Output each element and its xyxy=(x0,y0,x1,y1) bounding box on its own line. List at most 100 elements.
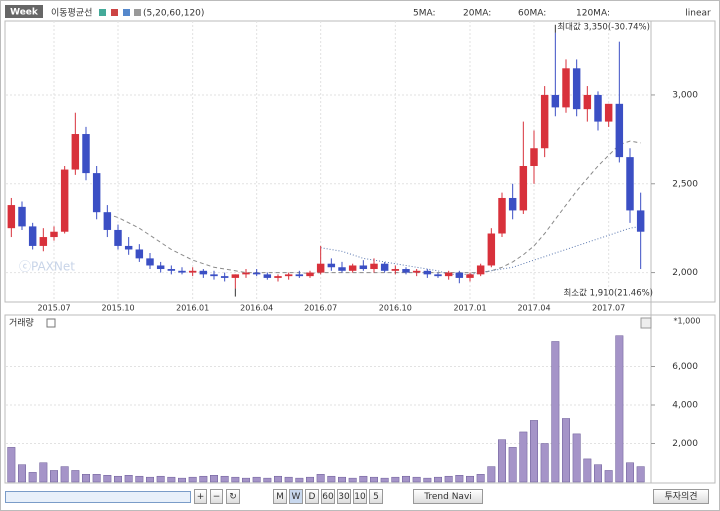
volume-bar xyxy=(551,341,560,483)
candle-body xyxy=(402,269,410,273)
candle-body xyxy=(615,103,624,158)
watermark: ⓒPAXNet xyxy=(19,260,75,274)
volume-bar xyxy=(594,464,602,483)
volume-bar xyxy=(519,431,528,483)
x-tick-label: 2015.07 xyxy=(37,304,70,313)
candle-body xyxy=(327,263,336,268)
y-tick-label: 2,000 xyxy=(672,439,698,449)
volume-bar xyxy=(92,474,101,483)
scale-label[interactable]: linear xyxy=(685,9,711,19)
candle-body xyxy=(540,94,549,149)
volume-bar xyxy=(263,477,272,483)
candle-body xyxy=(412,270,421,273)
candle-body xyxy=(263,274,272,278)
candle-body xyxy=(284,274,293,277)
volume-bar xyxy=(604,470,613,483)
candle-body xyxy=(562,68,570,108)
candle-body xyxy=(583,94,592,110)
close-button[interactable] xyxy=(640,317,652,329)
volume-bar xyxy=(498,439,506,483)
period-tab[interactable]: 30 xyxy=(337,489,351,504)
volume-bar xyxy=(434,476,442,483)
x-tick-label: 2017.01 xyxy=(453,304,486,313)
candle-body xyxy=(156,265,165,270)
volume-bar xyxy=(380,477,389,483)
volume-bar xyxy=(199,475,208,483)
volume-bar xyxy=(18,464,26,483)
y-tick-label: 4,000 xyxy=(672,401,698,411)
moving-average xyxy=(107,140,641,275)
volume-bar xyxy=(242,477,250,483)
volume-unit: *1,000 xyxy=(674,317,701,326)
period-tab[interactable]: 5 xyxy=(369,489,383,504)
period-badge[interactable] xyxy=(5,5,43,18)
zoom-out[interactable]: − xyxy=(210,489,223,504)
volume-bar xyxy=(114,475,122,483)
candle-body xyxy=(50,231,58,238)
candle-body xyxy=(39,237,48,246)
volume-bar xyxy=(466,475,474,483)
volume-frame xyxy=(4,314,716,484)
candle-body xyxy=(124,245,133,250)
volume-bar xyxy=(220,475,229,483)
volume-bar xyxy=(338,476,346,483)
volume-bar xyxy=(39,462,48,483)
volume-bar xyxy=(487,466,496,483)
candle-body xyxy=(498,197,506,234)
volume-bar xyxy=(60,466,69,483)
candle-body xyxy=(626,157,634,211)
volume-bar xyxy=(370,476,378,483)
volume-bar xyxy=(82,474,90,483)
volume-bar xyxy=(583,458,592,483)
volume-bar xyxy=(146,476,154,483)
period-tab[interactable]: D xyxy=(305,489,319,504)
volume-bar xyxy=(135,475,144,483)
candle-body xyxy=(220,276,229,278)
candle-body xyxy=(572,68,581,110)
candle-body xyxy=(103,212,112,230)
volume-bar xyxy=(327,475,336,483)
candle-body xyxy=(295,274,304,277)
period-tab[interactable]: 10 xyxy=(353,489,367,504)
volume-bar xyxy=(274,475,282,483)
period-button[interactable]: Week xyxy=(10,8,39,18)
zoom-in[interactable]: + xyxy=(194,489,207,504)
period-tab[interactable]: W xyxy=(289,489,303,504)
volume-bar xyxy=(188,476,197,483)
candle-body xyxy=(60,169,69,232)
ma-swatch xyxy=(99,9,106,16)
ma-swatch xyxy=(111,9,118,16)
refresh[interactable]: ↻ xyxy=(226,489,240,504)
trend-navi[interactable]: Trend Navi xyxy=(413,489,483,504)
candle-body xyxy=(82,134,90,174)
candle-body xyxy=(252,272,261,275)
y-tick-label: 3,000 xyxy=(672,90,698,100)
candle-body xyxy=(636,210,645,232)
volume-bar xyxy=(167,476,176,483)
y-tick-label: 2,500 xyxy=(672,179,698,189)
candle-body xyxy=(487,233,496,266)
candle-body xyxy=(423,270,432,275)
candle-body xyxy=(114,229,122,246)
volume-bar xyxy=(178,477,186,483)
candle-body xyxy=(231,274,240,278)
volume-bar xyxy=(626,462,634,483)
candle-body xyxy=(92,173,101,213)
x-tick-label: 2016.10 xyxy=(379,304,412,313)
volume-swatch xyxy=(46,318,56,328)
period-tab[interactable]: M xyxy=(273,489,287,504)
candle-body xyxy=(370,263,378,270)
x-tick-label: 2016.01 xyxy=(176,304,209,313)
period-tab[interactable]: 60 xyxy=(321,489,335,504)
opinion-button[interactable]: 투자의견 xyxy=(653,489,709,504)
candle-body xyxy=(391,269,400,271)
scrollbar[interactable] xyxy=(5,491,191,503)
ma-label: 60MA: xyxy=(518,9,546,19)
volume-bar xyxy=(348,477,357,483)
candle-body xyxy=(7,205,16,229)
candle-body xyxy=(466,274,474,278)
candle-body xyxy=(380,263,389,271)
volume-bar xyxy=(28,472,37,483)
candle-body xyxy=(199,270,208,275)
